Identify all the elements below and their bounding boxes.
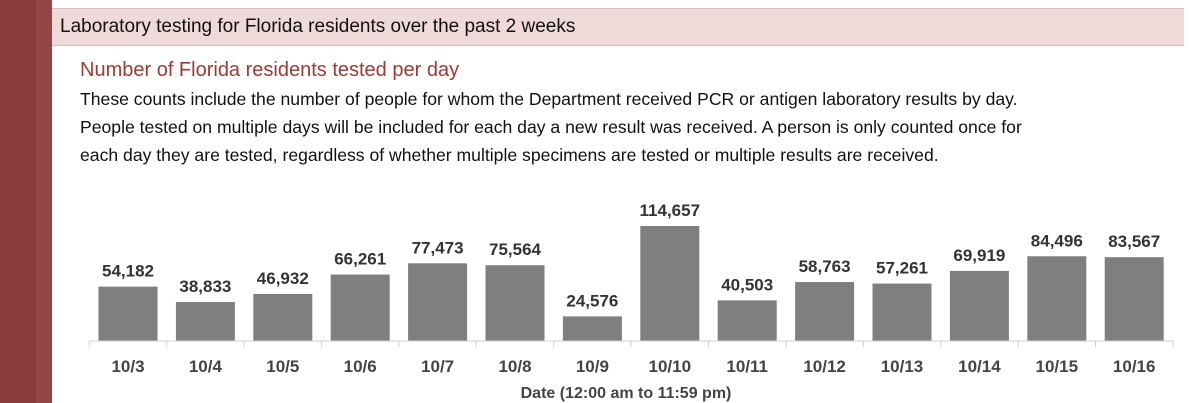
bar-10-11 [717,300,777,341]
data-label: 114,657 [640,201,701,220]
bar-10-9 [562,316,622,341]
bar-10-13 [872,283,932,341]
x-tick-label: 10/15 [1036,357,1079,376]
data-label: 84,496 [1031,231,1083,250]
x-tick-label: 10/12 [803,357,846,376]
bar-10-4 [175,302,235,341]
description-line-1: These counts include the number of peopl… [80,89,1018,109]
data-label: 46,932 [257,269,309,288]
x-tick-label: 10/3 [111,357,144,376]
x-tick-label: 10/4 [189,357,223,376]
x-tick-label: 10/16 [1113,357,1156,376]
section-header: Laboratory testing for Florida residents… [52,8,1184,46]
data-label: 69,919 [953,246,1005,265]
x-tick-label: 10/6 [344,357,377,376]
description-line-3: each day they are tested, regardless of … [80,145,939,165]
bar-10-15 [1027,256,1087,341]
data-label: 24,576 [566,291,618,310]
data-label: 75,564 [489,240,542,259]
bar-10-5 [253,293,313,341]
x-tick-label: 10/8 [498,357,531,376]
bar-10-12 [795,282,855,341]
x-tick-label: 10/5 [266,357,299,376]
chart-title: Number of Florida residents tested per d… [80,59,460,81]
bar-10-14 [949,270,1009,341]
bar-10-6 [330,274,390,341]
data-label: 83,567 [1108,232,1160,251]
data-label: 38,833 [179,277,231,296]
data-label: 66,261 [334,250,386,269]
data-label: 58,763 [799,257,851,276]
data-label: 57,261 [876,259,928,278]
description-line-2: People tested on multiple days will be i… [80,117,1022,137]
x-tick-label: 10/13 [881,357,924,376]
x-tick-label: 10/9 [576,357,609,376]
bar-10-10 [640,226,700,341]
data-label: 54,182 [102,262,154,281]
bar-10-16 [1104,257,1164,341]
x-tick-label: 10/7 [421,357,454,376]
section-header-title: Laboratory testing for Florida residents… [60,16,576,37]
left-accent-bar-edge [36,0,52,403]
x-axis-title: Date (12:00 am to 11:59 pm) [521,385,732,402]
bar-10-8 [485,265,545,341]
x-tick-label: 10/10 [649,357,692,376]
x-tick-label: 10/14 [958,357,1001,376]
x-tick-label: 10/11 [726,357,768,376]
data-label: 77,473 [412,238,464,257]
data-label: 40,503 [721,275,773,294]
bar-10-3 [98,286,158,341]
bar-10-7 [408,263,468,341]
